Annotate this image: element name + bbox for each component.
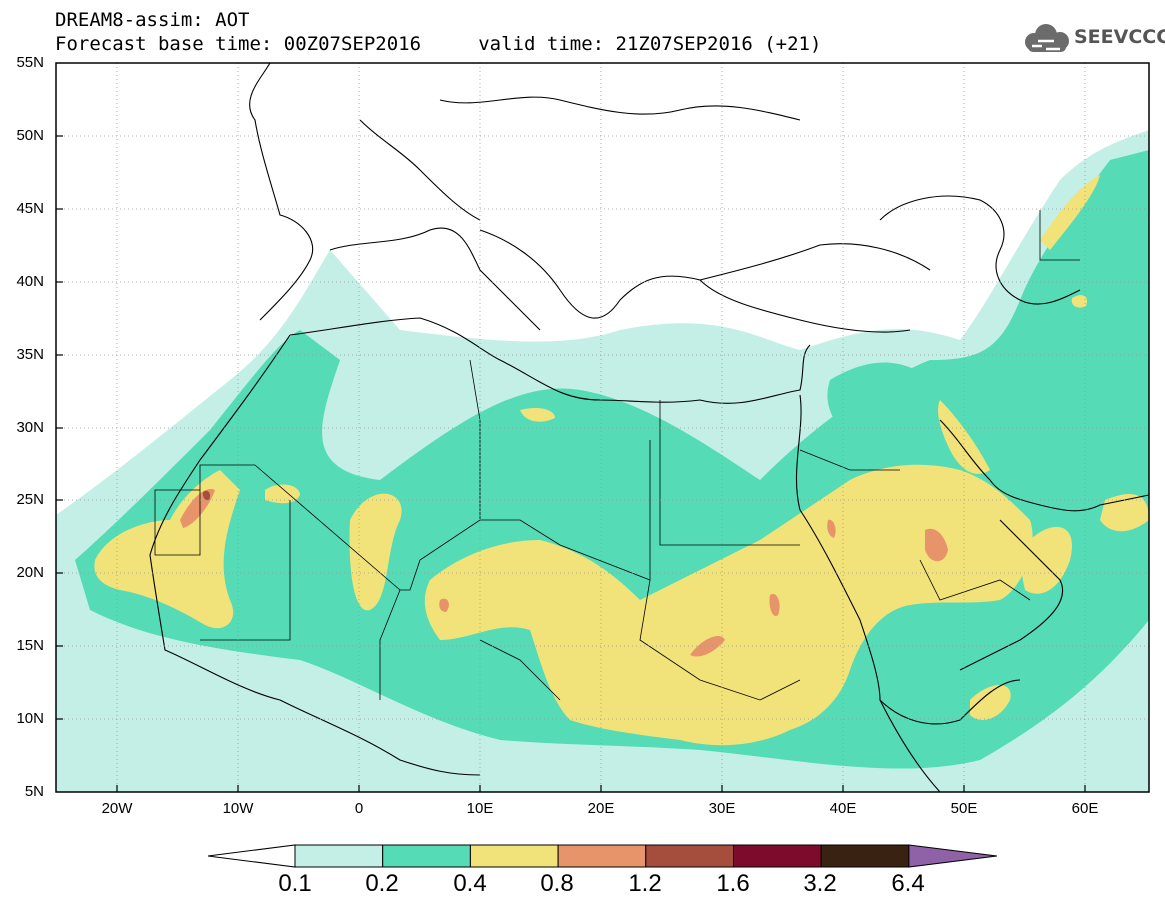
forecast-times: Forecast base time: 00Z07SEP2016 valid t… — [55, 33, 822, 55]
lat-label: 25N — [16, 491, 44, 508]
lat-label: 50N — [16, 127, 44, 144]
lat-label: 15N — [16, 637, 44, 654]
colorbar-swatch — [908, 844, 997, 868]
logo-text: SEEVCCC — [1074, 26, 1165, 48]
lon-label: 0 — [354, 800, 364, 817]
lat-label: 20N — [16, 564, 44, 581]
lon-label: 50E — [950, 800, 978, 817]
lat-label: 40N — [16, 273, 44, 290]
aot-field — [56, 130, 1149, 792]
lat-label: 5N — [24, 783, 44, 800]
map-title: DREAM8-assim: AOT — [55, 9, 250, 31]
colorbar-label: 6.4 — [891, 870, 925, 897]
colorbar-swatch — [382, 844, 471, 868]
colorbar — [207, 844, 997, 868]
colorbar-swatch — [469, 844, 559, 868]
lon-label: 10E — [466, 800, 494, 817]
colorbar-label: 0.2 — [365, 870, 399, 897]
cloud-icon — [1025, 24, 1069, 52]
lon-label: 60E — [1071, 800, 1099, 817]
colorbar-label: 0.1 — [278, 870, 312, 897]
lon-label: 40E — [829, 800, 857, 817]
lat-label: 35N — [16, 346, 44, 363]
gridlines — [56, 63, 1149, 792]
colorbar-swatch — [733, 844, 822, 868]
lat-label: 10N — [16, 710, 44, 727]
lon-label: 30E — [708, 800, 736, 817]
colorbar-swatch — [557, 844, 647, 868]
colorbar-label: 0.4 — [453, 870, 487, 897]
lat-label: 30N — [16, 419, 44, 436]
colorbar-label: 1.6 — [716, 870, 750, 897]
axis-ticks — [56, 135, 1086, 792]
colorbar-label: 0.8 — [540, 870, 574, 897]
colorbar-swatch — [820, 844, 910, 868]
lat-label: 55N — [16, 54, 44, 71]
colorbar-swatch — [207, 844, 296, 868]
coastlines — [149, 63, 1149, 792]
colorbar-swatch — [294, 844, 384, 868]
lat-label: 45N — [16, 200, 44, 217]
lon-label: 20E — [587, 800, 615, 817]
colorbar-swatch — [645, 844, 734, 868]
colorbar-label: 1.2 — [628, 870, 662, 897]
lon-label: 20W — [101, 800, 133, 817]
lon-label: 10W — [222, 800, 254, 817]
colorbar-label: 3.2 — [803, 870, 837, 897]
